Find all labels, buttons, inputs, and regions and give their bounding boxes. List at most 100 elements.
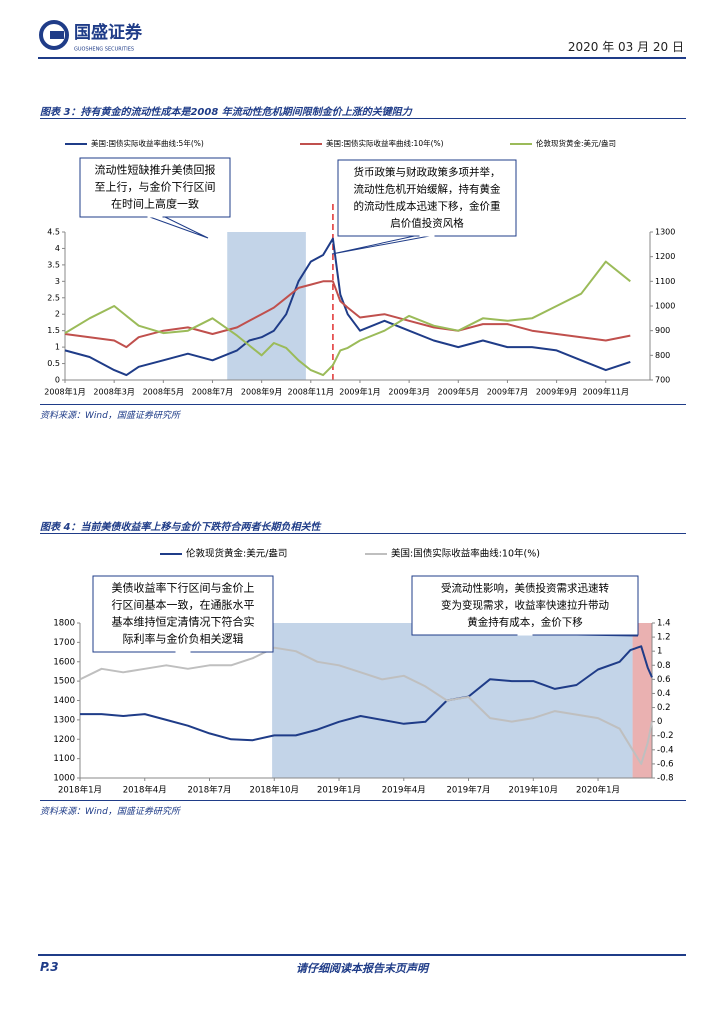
- figure-caption: 图表 3：持有黄金的流动性成本是2008 年流动性危机期间限制金价上涨的关键阻力: [40, 107, 412, 118]
- x-tick-label: 2018年10月: [250, 785, 299, 796]
- y2-tick-label: 900: [655, 326, 670, 335]
- date: 2020 年 03 月 20 日: [567, 40, 684, 54]
- caption-rule: [40, 118, 686, 119]
- logo: 国盛证券 GUOSHENG SECURITIES: [39, 20, 143, 53]
- source: 资料来源：Wind，国盛证券研究所: [40, 807, 180, 817]
- y2-tick-label: 0.4: [657, 689, 671, 699]
- y-tick-label: 1200: [53, 735, 75, 745]
- callout-join: [175, 650, 191, 653]
- x-tick-label: 2008年3月: [93, 387, 134, 397]
- callout-text: 美债收益率下行区间与金价上: [112, 581, 255, 595]
- y2-tick-label: 800: [655, 351, 670, 360]
- chart: 2008年1月 2008年3月 2008年5月 2008年7月 2008年9月 2008年…: [44, 138, 675, 397]
- header-rule: [38, 57, 686, 59]
- x-tick-label: 2009年7月: [487, 387, 528, 397]
- y-tick-label: 3.5: [47, 260, 60, 269]
- y2-tick-label: 1100: [655, 277, 675, 286]
- y-tick-label: 4: [55, 244, 60, 253]
- y-tick-label: 1500: [53, 677, 75, 687]
- callout-pointer: [146, 215, 209, 239]
- y-tick-label: 1000: [53, 774, 75, 784]
- y2-tick-label: -0.4: [657, 745, 674, 755]
- callout-text: 受流动性影响，美债投资需求迅速转: [441, 582, 609, 595]
- y2-tick-label: 0.8: [657, 661, 671, 671]
- logo-text: 国盛证券: [74, 22, 143, 43]
- x-tick-label: 2019年7月: [447, 785, 491, 796]
- callout-text: 黄金持有成本，金价下移: [467, 616, 583, 629]
- figure-caption: 图表 4：当前美债收益率上移与金价下跌符合两者长期负相关性: [40, 522, 321, 533]
- y-tick-label: 1: [55, 343, 60, 352]
- x-tick-label: 2019年4月: [382, 785, 426, 796]
- y-tick-label: 1300: [53, 715, 75, 725]
- y2-tick-label: 1200: [655, 252, 675, 261]
- callout-text: 变为变现需求，收益率快速拉升带动: [441, 599, 609, 612]
- x-tick-label: 2018年7月: [187, 785, 231, 796]
- y2-tick-label: 1.4: [657, 619, 671, 629]
- y2-tick-label: 0.6: [657, 675, 671, 685]
- callout-text: 基本维持恒定清情况下符合实: [112, 615, 255, 629]
- y2-tick-label: 1000: [655, 302, 675, 311]
- y-tick-label: 1.5: [47, 326, 60, 335]
- callout-text: 际利率与金价负相关逻辑: [123, 632, 244, 646]
- y-tick-label: 1600: [53, 657, 75, 667]
- callout-box: [411, 575, 639, 636]
- y2-tick-label: 1.2: [657, 633, 671, 643]
- logo-en: GUOSHENG SECURITIES: [74, 47, 134, 53]
- y-tick-label: 1800: [53, 619, 75, 629]
- x-tick-label: 2009年11月: [582, 387, 629, 397]
- y2-tick-label: 1: [657, 647, 662, 657]
- logo-mark: [50, 31, 64, 39]
- callout-text: 的流动性成本迅速下移，金价重: [354, 200, 501, 213]
- x-tick-label: 2018年1月: [58, 785, 102, 796]
- y-tick-label: 0: [55, 376, 60, 385]
- page-number: P.3: [40, 960, 59, 974]
- y2-tick-label: -0.8: [657, 774, 674, 784]
- y-tick-label: 3: [55, 277, 60, 286]
- callout-join: [517, 633, 533, 636]
- x-tick-label: 2008年11月: [288, 387, 335, 397]
- legend-label: 美国:国债实际收益率曲线:10年(%): [391, 548, 540, 560]
- x-tick-label: 2008年9月: [241, 387, 282, 397]
- callout-text: 货币政策与财政政策多项并举，: [354, 166, 501, 179]
- y-tick-label: 0.5: [47, 359, 60, 368]
- x-tick-label: 2018年4月: [123, 785, 167, 796]
- x-tick-label: 2019年1月: [317, 785, 361, 796]
- y2-tick-label: 0: [657, 717, 662, 727]
- legend-label: 伦敦现货黄金:美元/盎司: [536, 138, 616, 148]
- logo-mark: [39, 20, 69, 50]
- x-tick-label: 2009年9月: [536, 387, 577, 397]
- x-tick-label: 2020年1月: [576, 785, 620, 796]
- legend-label: 美国:国债实际收益率曲线:5年(%): [91, 138, 204, 148]
- y-tick-label: 2: [55, 310, 60, 319]
- x-tick-label: 2008年5月: [143, 387, 184, 397]
- series-line: [64, 237, 631, 377]
- x-tick-label: 2009年3月: [388, 387, 429, 397]
- y-tick-label: 1400: [53, 696, 75, 706]
- y2-tick-label: 700: [655, 376, 670, 385]
- x-tick-label: 2019年10月: [509, 785, 558, 796]
- callout-text: 在时间上高度一致: [111, 197, 199, 211]
- series-line: [80, 645, 653, 742]
- y2-tick-label: 1300: [655, 228, 675, 237]
- x-tick-label: 2009年5月: [438, 387, 479, 397]
- caption-rule: [40, 533, 686, 534]
- y-tick-label: 4.5: [47, 228, 60, 237]
- x-tick-label: 2008年7月: [192, 387, 233, 397]
- shaded-range: [227, 232, 306, 380]
- y-tick-label: 2.5: [47, 293, 60, 302]
- source: 资料来源：Wind，国盛证券研究所: [40, 411, 180, 421]
- callout-text: 流动性危机开始缓解，持有黄金: [354, 183, 501, 196]
- footer-rule: [38, 954, 686, 956]
- y-tick-label: 1700: [53, 638, 75, 648]
- series-line: [64, 280, 631, 349]
- x-tick-label: 2008年1月: [44, 387, 85, 397]
- y2-tick-label: -0.6: [657, 759, 674, 769]
- callout-join: [147, 215, 163, 218]
- callout-pointer: [331, 234, 436, 255]
- series-line: [64, 260, 631, 377]
- callout-text: 行区间基本一致，在通胀水平: [112, 598, 255, 612]
- y2-tick-label: -0.2: [657, 731, 674, 741]
- callout-box: [79, 157, 231, 218]
- x-tick-label: 2009年1月: [339, 387, 380, 397]
- legend-label: 伦敦现货黄金:美元/盎司: [186, 548, 287, 560]
